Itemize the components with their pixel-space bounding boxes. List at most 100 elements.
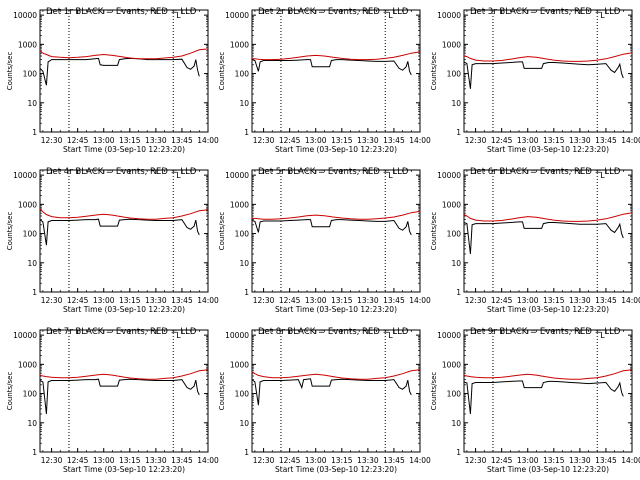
lld-series-line (252, 51, 421, 61)
y-tick-label: 10000 (225, 331, 249, 340)
marker-label: L (388, 331, 393, 340)
x-tick-label: 13:45 (171, 136, 193, 145)
plot-frame (251, 9, 421, 133)
y-axis-label: Counts/sec (218, 52, 226, 91)
x-axis-label: Start Time (03-Sep-10 12:23:20) (275, 305, 397, 314)
x-tick-label: 12:30 (465, 136, 487, 145)
x-tick-label: 13:15 (331, 136, 353, 145)
y-axis-label: Counts/sec (6, 212, 14, 251)
detector-panel: Det 1r BLACK = Events, RED = LLD11010010… (6, 7, 219, 154)
events-series-line (251, 59, 412, 76)
plot-frame (251, 169, 421, 293)
marker-label: L (388, 11, 393, 20)
x-tick-label: 12:45 (279, 296, 301, 305)
y-tick-label: 10000 (437, 171, 461, 180)
events-series-line (463, 380, 624, 415)
x-tick-label: 13:00 (93, 136, 115, 145)
y-tick-label: 1000 (442, 40, 461, 49)
x-tick-label: 13:00 (93, 456, 115, 465)
x-axis-label: Start Time (03-Sep-10 12:23:20) (63, 305, 185, 314)
y-tick-label: 10000 (13, 11, 37, 20)
x-tick-label: 13:00 (517, 136, 539, 145)
x-tick-label: 13:00 (305, 136, 327, 145)
y-tick-label: 1000 (18, 200, 37, 209)
x-axis-label: Start Time (03-Sep-10 12:23:20) (487, 465, 609, 474)
y-axis-label: Counts/sec (218, 212, 226, 251)
x-tick-label: 12:45 (67, 296, 89, 305)
x-tick-label: 13:15 (119, 136, 141, 145)
y-tick-label: 1 (32, 288, 37, 297)
y-tick-label: 1 (32, 448, 37, 457)
y-tick-label: 100 (447, 390, 462, 399)
y-tick-label: 1000 (442, 200, 461, 209)
x-tick-label: 13:00 (93, 296, 115, 305)
y-tick-label: 1 (244, 128, 249, 137)
events-series-line (463, 221, 624, 255)
plot-frame (463, 169, 633, 293)
detector-panel: Det 6r BLACK = Events, RED = LLD11010010… (430, 167, 640, 314)
y-tick-label: 1 (32, 128, 37, 137)
x-tick-label: 14:00 (197, 136, 219, 145)
y-tick-label: 100 (23, 230, 38, 239)
marker-label: L (176, 331, 181, 340)
detector-panel: Det 9r BLACK = Events, RED = LLD11010010… (430, 327, 640, 474)
x-tick-label: 14:00 (409, 296, 431, 305)
y-tick-label: 1000 (442, 360, 461, 369)
x-tick-label: 12:30 (41, 136, 63, 145)
x-axis-label: Start Time (03-Sep-10 12:23:20) (63, 145, 185, 154)
events-series-line (39, 57, 200, 86)
y-tick-label: 1000 (18, 360, 37, 369)
x-tick-label: 14:00 (409, 456, 431, 465)
detector-panel: Det 5r BLACK = Events, RED = LLD11010010… (218, 167, 431, 314)
x-tick-label: 12:45 (67, 456, 89, 465)
y-tick-label: 10000 (13, 171, 37, 180)
x-tick-label: 12:30 (253, 136, 275, 145)
x-tick-label: 13:30 (569, 456, 591, 465)
x-axis-label: Start Time (03-Sep-10 12:23:20) (275, 465, 397, 474)
plot-frame (39, 329, 209, 453)
marker-label: L (600, 171, 605, 180)
events-series-line (39, 378, 200, 415)
x-tick-label: 13:30 (357, 136, 379, 145)
y-tick-label: 10 (27, 99, 37, 108)
x-axis-label: Start Time (03-Sep-10 12:23:20) (487, 305, 609, 314)
y-tick-label: 1 (244, 288, 249, 297)
y-tick-label: 10000 (13, 331, 37, 340)
y-tick-label: 10 (451, 419, 461, 428)
y-tick-label: 10 (27, 259, 37, 268)
marker-label: L (600, 11, 605, 20)
lld-series-line (39, 48, 209, 60)
x-tick-label: 12:30 (41, 296, 63, 305)
x-tick-label: 13:15 (119, 456, 141, 465)
plot-frame (463, 9, 633, 133)
x-tick-label: 12:30 (253, 296, 275, 305)
x-tick-label: 13:45 (595, 456, 617, 465)
lld-series-line (39, 208, 209, 220)
x-tick-label: 12:45 (491, 296, 513, 305)
plot-frame (463, 329, 633, 453)
y-tick-label: 10 (451, 99, 461, 108)
y-axis-label: Counts/sec (6, 52, 14, 91)
x-tick-label: 13:45 (383, 136, 405, 145)
detector-panel: Det 2r BLACK = Events, RED = LLD11010010… (218, 7, 431, 154)
marker-label: L (388, 171, 393, 180)
y-tick-label: 100 (235, 230, 250, 239)
x-tick-label: 13:45 (595, 136, 617, 145)
x-tick-label: 14:00 (197, 296, 219, 305)
x-tick-label: 13:15 (119, 296, 141, 305)
x-tick-label: 12:45 (67, 136, 89, 145)
x-tick-label: 13:30 (569, 296, 591, 305)
y-tick-label: 100 (447, 230, 462, 239)
x-tick-label: 13:30 (357, 296, 379, 305)
plot-frame (251, 329, 421, 453)
x-tick-label: 13:45 (595, 296, 617, 305)
marker-label: L (176, 11, 181, 20)
y-axis-label: Counts/sec (218, 372, 226, 411)
y-axis-label: Counts/sec (430, 372, 438, 411)
y-axis-label: Counts/sec (6, 372, 14, 411)
y-tick-label: 1000 (230, 40, 249, 49)
y-axis-label: Counts/sec (430, 52, 438, 91)
x-tick-label: 13:45 (171, 456, 193, 465)
y-tick-label: 1 (456, 128, 461, 137)
